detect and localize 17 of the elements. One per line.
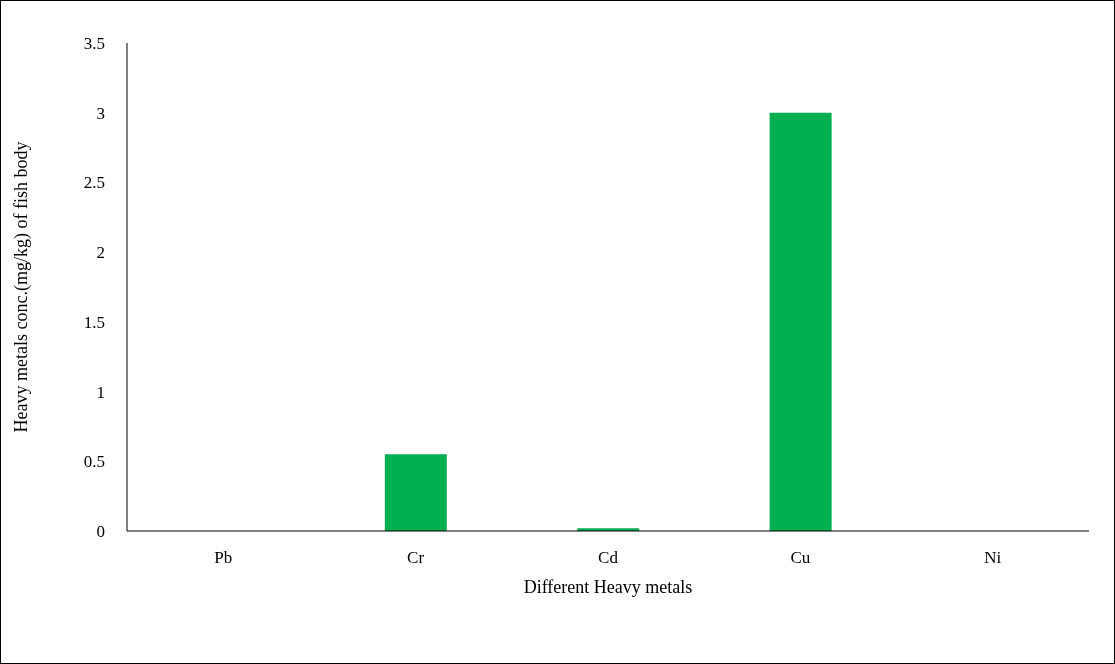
y-tick-label: 2.5 [83,173,105,193]
y-tick-label: 3 [96,103,105,123]
x-tick-label: Pb [214,548,233,568]
x-tick-label: Cd [598,548,619,568]
x-tick-label: Cu [790,548,811,568]
y-tick-label: 2 [96,243,105,263]
x-tick-label: Cr [407,548,425,568]
y-tick-label: 0.5 [83,452,105,472]
y-tick-label: 0 [96,522,105,542]
x-tick-label: Ni [984,548,1002,568]
y-tick-label: 3.5 [83,34,105,54]
y-tick-label: 1.5 [83,312,105,332]
bar [769,112,832,531]
y-axis-title: Heavy metals conc.(mg/kg) of fish body [11,141,33,433]
x-axis-title: Different Heavy metals [523,577,693,597]
y-tick-label: 1 [96,382,105,402]
bar [384,454,447,531]
